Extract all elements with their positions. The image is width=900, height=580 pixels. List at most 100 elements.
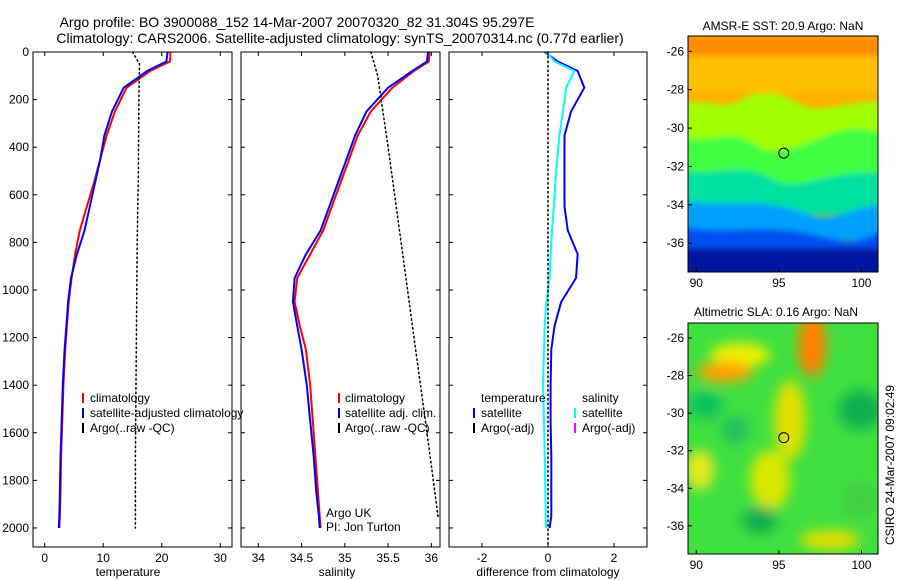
depth-ytick-label: 400 [9,140,29,154]
salinity-xtick-label: 36 [425,551,439,565]
legend-title-temperature: temperature [481,391,546,405]
legend-label-temp-argo: Argo(-adj) [481,421,534,435]
salinity-axes-frame [240,51,441,548]
legend-label-climatology: climatology [90,391,150,405]
difference-ticks: -2 0 2 [449,51,647,565]
legend-label-temp-satellite: satellite [481,406,522,420]
sst-map-ytick-label: -26 [667,44,685,58]
sst-ticks: 90 95 100 -26 -28 -30 -32 -34 -36 [667,44,872,290]
temperature-series-satellite-adjusted-climatology [57,51,169,529]
legend-swatch-argo [338,423,340,433]
figure-title-line2: Climatology: CARS2006. Satellite-adjuste… [56,30,623,46]
annotation-argo-uk: Argo UK [326,506,371,520]
sla-map-xtick-label: 90 [690,558,704,572]
depth-ytick-label: 1400 [2,378,29,392]
temperature-ticks: 0 10 20 30 0 200 400 600 800 1000 1200 1400 1600 1800… [2,45,232,565]
sst-map-panel: AMSR-E SST: 20.9 Argo: NaN 90 95 100 -26 -28… [667,19,879,290]
sst-map-xtick-label: 90 [690,276,704,290]
sst-map-xtick-label: 100 [851,276,871,290]
legend-title-salinity: salinity [582,391,619,405]
side-timestamp-label: CSIRO 24-Mar-2007 09:02:49 [883,385,897,545]
sst-map-title: AMSR-E SST: 20.9 Argo: NaN [703,19,864,33]
depth-ytick-label: 1000 [2,283,29,297]
sla-map-ytick-label: -36 [667,519,685,533]
sst-map-xtick-label: 95 [772,276,786,290]
temperature-panel: 0 10 20 30 0 200 400 600 800 1000 1200 1400 1600 1800… [2,45,243,579]
depth-ytick-label: 800 [9,235,29,249]
sst-map-ytick-label: -28 [667,83,685,97]
sla-axes-frame [687,322,879,555]
legend-swatch-climatology [82,393,84,403]
depth-ytick-label: 2000 [2,521,29,535]
legend-swatch-satellite-adjusted [82,408,84,418]
temperature-series-argo-raw-qc [131,51,141,529]
sst-map-ytick-label: -30 [667,121,685,135]
difference-series-salinity-satellite [541,51,576,529]
salinity-series-argo-raw-qc [370,51,440,520]
difference-xtick-label: -2 [477,551,488,565]
temperature-xtick-label: 0 [41,551,48,565]
legend-label-climatology: climatology [345,391,405,405]
temperature-series-climatology [58,51,172,529]
legend-label-satellite-adjusted: satellite-adjusted climatology [90,406,243,420]
legend-swatch-climatology [338,393,340,403]
temperature-plot-lines [57,51,172,529]
legend-label-sal-satellite: satellite [582,406,623,420]
depth-ytick-label: 600 [9,188,29,202]
temperature-xlabel: temperature [96,565,161,579]
sla-map-ytick-label: -34 [667,481,685,495]
sla-map-xtick-label: 100 [851,558,871,572]
depth-ytick-label: 1800 [2,473,29,487]
depth-ytick-label: 1600 [2,426,29,440]
difference-panel: -2 0 2 difference from climatology tempera… [448,51,648,579]
argo-location-marker [778,432,790,444]
difference-xlabel: difference from climatology [476,565,619,579]
figure-title-line1: Argo profile: BO 3900088_152 14-Mar-2007… [60,14,535,30]
salinity-series-climatology [293,51,431,529]
sla-map-ytick-label: -28 [667,369,685,383]
depth-ytick-label: 0 [22,45,29,59]
difference-xtick-label: 0 [545,551,552,565]
legend-swatch-satellite-adj [338,408,340,418]
salinity-legend: climatology satellite adj. clim. Argo(..… [338,391,436,435]
sla-map-xtick-label: 95 [772,558,786,572]
legend-label-argo: Argo(..raw -QC) [345,421,430,435]
salinity-xtick-label: 35 [338,551,352,565]
temperature-legend: climatology satellite-adjusted climatolo… [82,391,243,435]
salinity-xtick-label: 34 [252,551,266,565]
difference-plot-lines [541,51,586,548]
sst-map-ytick-label: -36 [667,236,685,250]
sst-heatmap [688,36,878,272]
temperature-xtick-label: 10 [97,551,111,565]
sla-heatmap [688,323,878,554]
argo-location-marker [778,147,790,159]
salinity-xlabel: salinity [319,565,356,579]
salinity-ticks: 34 34.5 35 35.5 36 [241,51,440,565]
sst-map-ytick-label: -34 [667,198,685,212]
salinity-panel: 34 34.5 35 35.5 36 salinity climatology sate… [240,51,441,579]
sla-map-title: Altimetric SLA: 0.16 Argo: NaN [694,305,858,319]
legend-swatch-argo [82,423,84,433]
temperature-axes-frame [32,51,233,548]
legend-label-argo: Argo(..raw -QC) [90,421,175,435]
temperature-xtick-label: 20 [155,551,169,565]
depth-ytick-label: 1200 [2,331,29,345]
salinity-series-satellite-adj-clim [291,51,429,529]
depth-ytick-label: 200 [9,93,29,107]
salinity-plot-lines [291,51,440,529]
legend-label-satellite-adj: satellite adj. clim. [345,406,436,420]
sla-map-ytick-label: -26 [667,331,685,345]
legend-swatch-temp-argo [473,423,475,433]
sst-map-ytick-label: -32 [667,159,685,173]
salinity-xtick-label: 35.5 [376,551,400,565]
legend-swatch-sal-satellite [574,408,576,418]
difference-xtick-label: 2 [611,551,618,565]
legend-swatch-sal-argo [574,423,576,433]
temperature-xtick-label: 30 [214,551,228,565]
difference-series-temperature-satellite [544,51,586,529]
sla-map-ytick-label: -30 [667,406,685,420]
sst-axes-frame [687,35,879,273]
legend-swatch-temp-satellite [473,408,475,418]
annotation-pi: PI: Jon Turton [326,520,401,534]
